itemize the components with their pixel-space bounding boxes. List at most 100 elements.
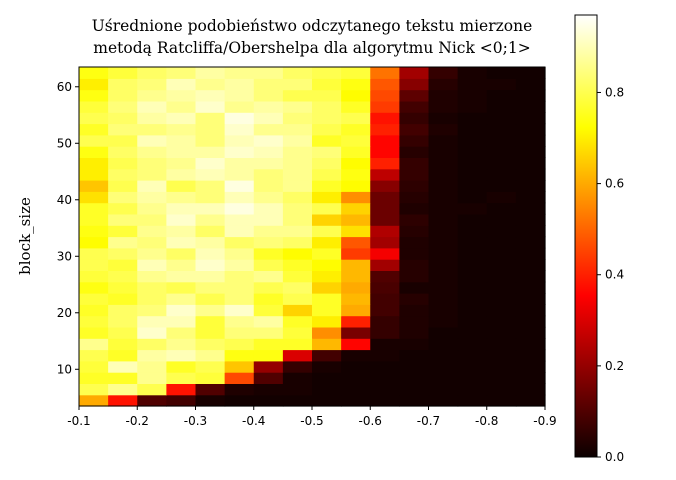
heatmap-cell bbox=[515, 123, 546, 136]
heatmap-cell bbox=[515, 168, 546, 181]
heatmap-cell bbox=[486, 89, 517, 102]
heatmap-cell bbox=[166, 134, 197, 147]
heatmap-cell bbox=[486, 360, 517, 373]
heatmap-cell bbox=[312, 89, 342, 102]
heatmap-cell bbox=[312, 394, 342, 407]
heatmap-cell bbox=[428, 134, 459, 147]
heatmap-cell bbox=[195, 236, 226, 249]
heatmap-cell bbox=[137, 67, 167, 79]
heatmap-cell bbox=[399, 157, 430, 170]
heatmap-cell bbox=[399, 304, 430, 317]
heatmap-cell bbox=[166, 304, 197, 317]
heatmap-cell bbox=[137, 202, 167, 215]
heatmap-cell bbox=[253, 338, 284, 351]
heatmap-cell bbox=[282, 180, 313, 192]
heatmap-cell bbox=[515, 134, 546, 147]
heatmap-cell bbox=[282, 259, 313, 271]
heatmap-cell bbox=[457, 372, 488, 384]
heatmap-cell bbox=[515, 304, 546, 317]
heatmap-cell bbox=[399, 270, 430, 283]
heatmap-cell bbox=[486, 180, 517, 192]
heatmap-cell bbox=[224, 78, 255, 91]
heatmap-cell bbox=[137, 372, 167, 384]
heatmap-cell bbox=[428, 89, 459, 102]
heatmap-cell bbox=[341, 67, 371, 79]
heatmap-cell bbox=[137, 123, 167, 136]
heatmap-cell bbox=[312, 202, 342, 215]
heatmap-cell bbox=[166, 191, 197, 204]
heatmap-cell bbox=[253, 259, 284, 271]
heatmap-cell bbox=[428, 293, 459, 305]
heatmap-cell bbox=[370, 304, 400, 317]
heatmap-cell bbox=[341, 134, 371, 147]
heatmap-cell bbox=[166, 225, 197, 238]
heatmap-cell bbox=[195, 146, 226, 158]
heatmap-cell bbox=[137, 326, 167, 339]
heatmap-cell bbox=[428, 202, 459, 215]
heatmap-cell bbox=[515, 67, 546, 79]
heatmap-cell bbox=[224, 225, 255, 238]
heatmap-cell bbox=[79, 394, 109, 407]
heatmap-cell bbox=[457, 247, 488, 260]
heatmap-cell bbox=[166, 202, 197, 215]
heatmap-cell bbox=[253, 146, 284, 158]
colorbar-tick-label: 0.4 bbox=[605, 268, 624, 282]
heatmap-cell bbox=[137, 213, 167, 226]
heatmap-cell bbox=[370, 191, 400, 204]
heatmap-cell bbox=[195, 78, 226, 91]
heatmap-cell bbox=[312, 191, 342, 204]
heatmap-cell bbox=[195, 112, 226, 125]
y-tick-label: 30 bbox=[57, 249, 72, 263]
heatmap-cell bbox=[515, 191, 546, 204]
heatmap-cell bbox=[224, 168, 255, 181]
heatmap-cell bbox=[428, 213, 459, 226]
heatmap-cell bbox=[108, 67, 138, 79]
heatmap-cell bbox=[282, 236, 313, 249]
heatmap-cell bbox=[79, 168, 109, 181]
heatmap-cell bbox=[486, 191, 517, 204]
heatmap-cell bbox=[195, 134, 226, 147]
heatmap-cell bbox=[195, 168, 226, 181]
heatmap-cell bbox=[79, 293, 109, 305]
heatmap-cell bbox=[137, 157, 167, 170]
heatmap-cell bbox=[341, 123, 371, 136]
heatmap-cell bbox=[253, 293, 284, 305]
heatmap-cell bbox=[282, 168, 313, 181]
heatmap-cell bbox=[253, 191, 284, 204]
heatmap-cells bbox=[79, 67, 546, 407]
heatmap-cell bbox=[108, 225, 138, 238]
heatmap-cell bbox=[457, 78, 488, 91]
heatmap-cell bbox=[486, 326, 517, 339]
x-tick-label: -0.1 bbox=[67, 414, 90, 428]
heatmap-cell bbox=[108, 293, 138, 305]
heatmap-cell bbox=[224, 157, 255, 170]
heatmap-cell bbox=[486, 168, 517, 181]
heatmap-cell bbox=[428, 326, 459, 339]
heatmap-cell bbox=[457, 157, 488, 170]
heatmap-cell bbox=[224, 146, 255, 158]
heatmap-cell bbox=[253, 281, 284, 294]
heatmap-cell bbox=[341, 191, 371, 204]
heatmap-cell bbox=[195, 89, 226, 102]
heatmap-cell bbox=[224, 134, 255, 147]
colorbar bbox=[574, 14, 598, 458]
heatmap-cell bbox=[79, 372, 109, 384]
heatmap-cell bbox=[370, 293, 400, 305]
heatmap-cell bbox=[282, 293, 313, 305]
x-tick-label: -0.6 bbox=[359, 414, 382, 428]
heatmap-cell bbox=[428, 112, 459, 125]
heatmap-cell bbox=[312, 180, 342, 192]
heatmap-cell bbox=[370, 338, 400, 351]
heatmap-cell bbox=[428, 78, 459, 91]
heatmap-cell bbox=[341, 349, 371, 362]
heatmap-cell bbox=[428, 281, 459, 294]
heatmap-cell bbox=[515, 372, 546, 384]
heatmap-cell bbox=[195, 383, 226, 396]
heatmap-cell bbox=[224, 315, 255, 328]
heatmap-cell bbox=[166, 293, 197, 305]
heatmap-cell bbox=[282, 315, 313, 328]
heatmap-cell bbox=[312, 168, 342, 181]
heatmap-cell bbox=[515, 236, 546, 249]
heatmap-cell bbox=[282, 202, 313, 215]
chart-title: Uśrednione podobieństwo odczytanego teks… bbox=[92, 17, 533, 57]
